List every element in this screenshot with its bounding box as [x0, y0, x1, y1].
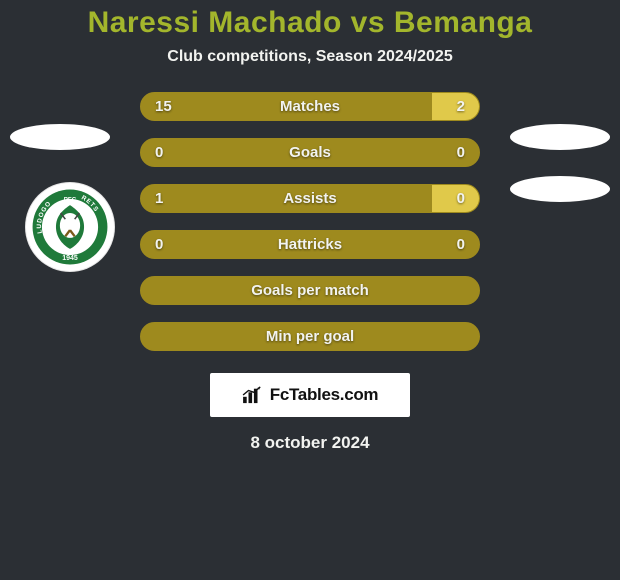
stat-value-left: 15 — [155, 98, 172, 115]
stat-row: 1 0 Assists — [140, 184, 480, 213]
player-right-avatar — [510, 124, 610, 150]
stat-fill-right — [432, 185, 479, 212]
brand-text: FcTables.com — [270, 385, 379, 405]
stat-fill-right — [432, 93, 479, 120]
stat-label: Hattricks — [278, 236, 342, 253]
club-right-avatar — [510, 176, 610, 202]
club-left-badge: PFC 1945 LUDOGO RETS — [25, 182, 115, 272]
stat-value-right: 0 — [457, 190, 465, 207]
stat-value-right: 0 — [457, 144, 465, 161]
brand-badge[interactable]: FcTables.com — [210, 373, 410, 417]
stat-label: Min per goal — [266, 328, 354, 345]
stat-label: Assists — [283, 190, 336, 207]
stat-rows: 15 2 Matches 0 0 Goals 1 0 Assists 0 0 Hattricks Goa… — [140, 92, 480, 351]
stat-value-left: 0 — [155, 236, 163, 253]
footer-date: 8 october 2024 — [0, 433, 620, 453]
stat-row: Goals per match — [140, 276, 480, 305]
player-left-avatar — [10, 124, 110, 150]
stat-row: 0 0 Hattricks — [140, 230, 480, 259]
stat-row: 0 0 Goals — [140, 138, 480, 167]
stat-value-right: 2 — [457, 98, 465, 115]
stat-label: Goals per match — [251, 282, 369, 299]
stat-label: Matches — [280, 98, 340, 115]
bar-chart-icon — [242, 386, 264, 404]
svg-text:1945: 1945 — [62, 255, 78, 262]
svg-text:PFC: PFC — [64, 196, 77, 203]
stat-value-right: 0 — [457, 236, 465, 253]
ludogorets-crest-icon: PFC 1945 LUDOGO RETS — [31, 188, 109, 266]
stat-row: Min per goal — [140, 322, 480, 351]
stat-row: 15 2 Matches — [140, 92, 480, 121]
comparison-card: Naressi Machado vs Bemanga Club competit… — [0, 0, 620, 580]
stat-label: Goals — [289, 144, 331, 161]
page-subtitle: Club competitions, Season 2024/2025 — [0, 48, 620, 66]
stat-value-left: 0 — [155, 144, 163, 161]
page-title: Naressi Machado vs Bemanga — [0, 6, 620, 40]
stat-value-left: 1 — [155, 190, 163, 207]
